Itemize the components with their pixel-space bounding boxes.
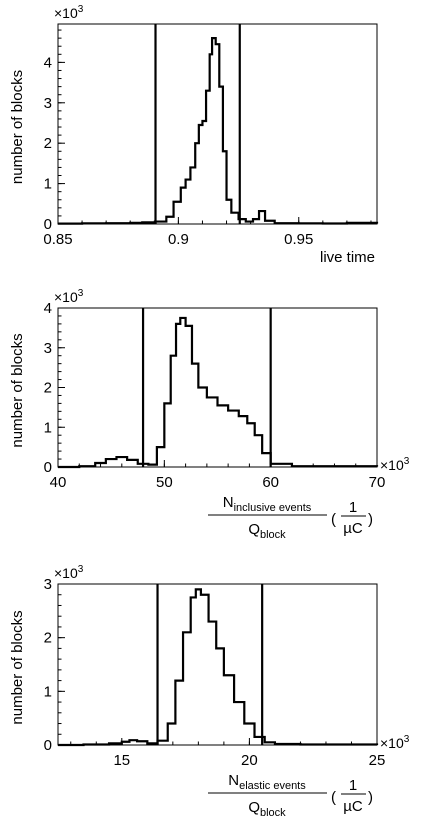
y-tick-label: 1 [44, 419, 52, 436]
y-tick-label: 2 [44, 135, 52, 152]
y-axis-multiplier-base: ×10 [54, 289, 78, 305]
y-axis-label: number of blocks [9, 70, 26, 184]
histogram-series [58, 316, 379, 469]
x-label-numerator-subscript: elastic events [239, 780, 306, 792]
x-label-numerator-symbol: N [223, 494, 234, 511]
y-tick-label: 1 [44, 683, 52, 700]
histogram-series [58, 37, 379, 225]
y-axis-multiplier: ×103 [54, 4, 84, 21]
x-tick-label: 70 [369, 474, 386, 491]
x-label-denominator-subscript: block [260, 529, 286, 541]
x-label-unit-open-paren: ( [331, 789, 336, 806]
x-axis-label: live time [320, 249, 375, 266]
y-axis-multiplier-exponent: 3 [78, 288, 84, 299]
x-label-denominator: Qblock [248, 799, 286, 819]
x-label-unit-numerator: 1 [349, 777, 357, 794]
x-label-denominator-subscript: block [260, 807, 286, 819]
plot-frame [57, 307, 378, 468]
y-axis-multiplier-base: ×10 [54, 5, 78, 21]
y-axis-multiplier: ×103 [54, 288, 84, 305]
y-tick-label: 4 [44, 300, 52, 317]
x-tick-label: 40 [50, 474, 67, 491]
y-tick-label: 2 [44, 630, 52, 647]
x-label-unit-denominator: µC [343, 520, 363, 537]
x-label-numerator: Nelastic events [228, 772, 306, 792]
x-tick-label: 60 [262, 474, 279, 491]
y-tick-label: 0 [44, 216, 52, 233]
x-axis-multiplier: ×103 [380, 456, 410, 473]
y-tick-label: 2 [44, 380, 52, 397]
x-label-denominator: Qblock [248, 521, 286, 541]
plot-frame [57, 583, 378, 746]
y-tick-label: 3 [44, 576, 52, 593]
x-tick-label: 0.9 [168, 231, 189, 248]
y-tick-label: 3 [44, 95, 52, 112]
x-label-numerator: Ninclusive events [223, 494, 312, 514]
y-axis-multiplier-exponent: 3 [78, 4, 84, 15]
x-tick-label: 15 [113, 752, 130, 769]
x-axis-multiplier-base: ×10 [380, 457, 404, 473]
y-tick-label: 0 [44, 459, 52, 476]
x-label-unit-close-paren: ) [368, 511, 373, 528]
y-axis-multiplier: ×103 [54, 564, 84, 581]
plot-frame [57, 23, 378, 225]
x-tick-label: 50 [156, 474, 173, 491]
y-axis-label: number of blocks [9, 333, 26, 447]
y-tick-label: 3 [44, 340, 52, 357]
x-axis-multiplier: ×103 [380, 734, 410, 751]
x-tick-label: 20 [241, 752, 258, 769]
x-tick-label: 0.85 [43, 231, 72, 248]
x-label-unit-close-paren: ) [368, 789, 373, 806]
x-tick-label: 0.95 [284, 231, 313, 248]
x-axis-multiplier-base: ×10 [380, 735, 404, 751]
x-axis-multiplier-exponent: 3 [404, 734, 410, 745]
x-label-denominator-symbol: Q [248, 799, 260, 816]
y-axis-multiplier-base: ×10 [54, 565, 78, 581]
x-axis-multiplier-exponent: 3 [404, 456, 410, 467]
x-label-unit-numerator: 1 [349, 499, 357, 516]
x-label-unit-denominator: µC [343, 798, 363, 815]
x-label-numerator-symbol: N [228, 772, 239, 789]
x-label-numerator-subscript: inclusive events [234, 502, 312, 514]
y-axis-label: number of blocks [9, 610, 26, 724]
y-tick-label: 4 [44, 54, 52, 71]
x-label-unit-open-paren: ( [331, 511, 336, 528]
y-tick-label: 1 [44, 176, 52, 193]
y-tick-label: 0 [44, 737, 52, 754]
x-tick-label: 25 [369, 752, 386, 769]
y-axis-multiplier-exponent: 3 [78, 564, 84, 575]
histogram-series [58, 588, 379, 747]
x-label-denominator-symbol: Q [248, 521, 260, 538]
